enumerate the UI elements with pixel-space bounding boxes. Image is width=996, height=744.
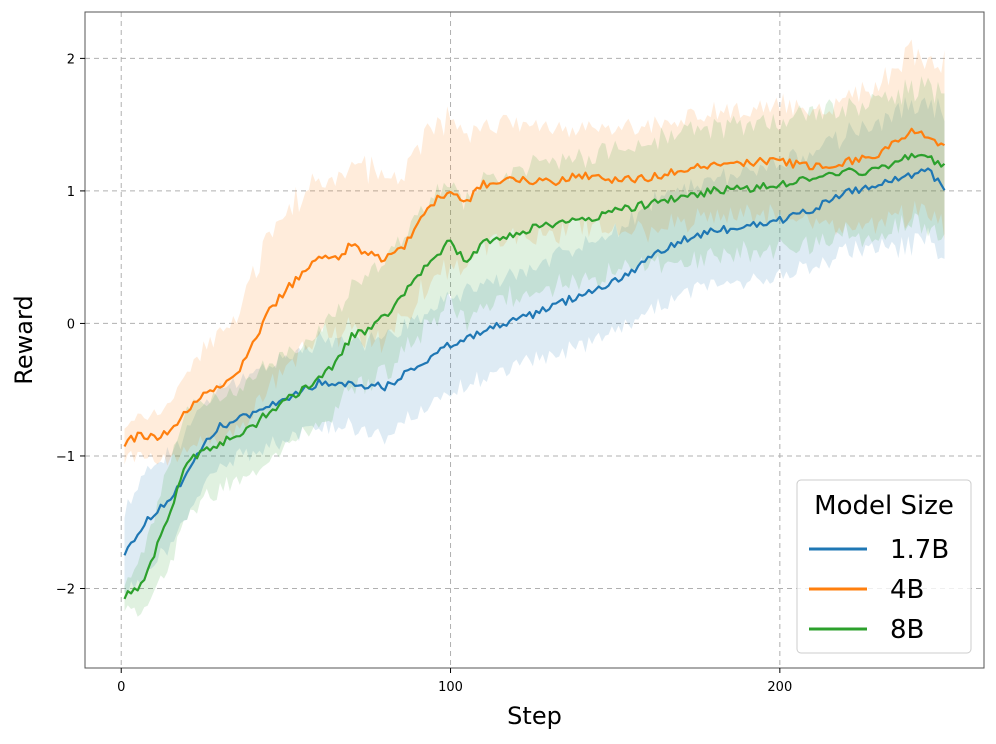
y-tick-label: 0 [67, 317, 75, 332]
y-tick-label: −2 [56, 582, 75, 597]
band-8B [124, 76, 945, 617]
x-axis-label: Step [507, 702, 562, 730]
line-8B [123, 152, 946, 600]
plot-frame [84, 11, 985, 669]
band-4B [124, 39, 945, 466]
legend-box [796, 479, 972, 654]
y-tick-label: −1 [56, 450, 75, 465]
confidence-bands [124, 39, 945, 617]
legend-label-8B: 8B [890, 615, 924, 645]
legend-items: 1.7B 4B 8B [809, 535, 949, 645]
line-4B [123, 127, 946, 447]
y-tick-label: 1 [67, 185, 75, 200]
x-tick-label: 0 [117, 680, 125, 695]
legend-label-4B: 4B [890, 575, 924, 605]
legend-title: Model Size [814, 491, 954, 521]
line-1.7B [123, 167, 946, 556]
y-axis-label: Reward [10, 295, 38, 384]
series-lines [123, 127, 946, 600]
legend-label-1.7B: 1.7B [890, 535, 949, 565]
band-1.7B [124, 96, 945, 596]
axis-ticks: 0 100 200 −2 −1 0 1 2 [56, 52, 792, 695]
x-tick-label: 100 [438, 680, 463, 695]
y-tick-label: 2 [67, 52, 75, 67]
legend: Model Size 1.7B 4B 8B [796, 479, 972, 654]
x-tick-label: 200 [767, 680, 792, 695]
